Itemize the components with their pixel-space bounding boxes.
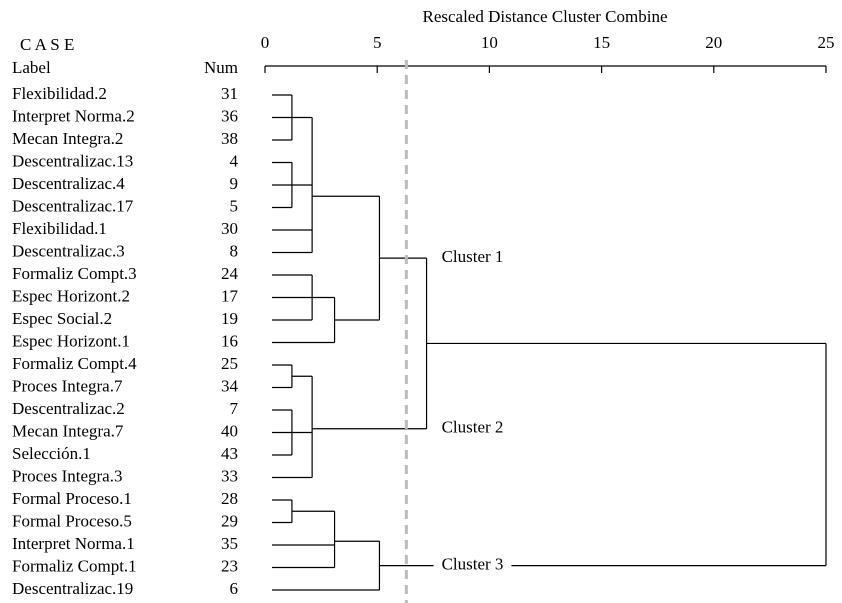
- case-num: 35: [221, 534, 238, 553]
- case-label: Interpret Norma.1: [12, 534, 135, 553]
- case-num: 7: [230, 399, 239, 418]
- case-label: Formaliz Compt.4: [12, 354, 137, 373]
- case-num: 9: [230, 174, 239, 193]
- case-num: 17: [221, 286, 239, 305]
- case-num: 6: [230, 579, 239, 598]
- x-tick-label: 5: [373, 33, 382, 52]
- case-num: 31: [221, 84, 238, 103]
- case-label: Formal Proceso.1: [12, 489, 132, 508]
- case-label: Interpret Norma.2: [12, 106, 135, 125]
- case-num: 19: [221, 309, 238, 328]
- case-label: Mecan Integra.7: [12, 421, 124, 440]
- case-label: Descentralizac.2: [12, 399, 125, 418]
- case-label: Flexibilidad.1: [12, 219, 107, 238]
- num-header: Num: [204, 58, 238, 77]
- case-label: Proces Integra.7: [12, 376, 123, 395]
- case-label: Descentralizac.13: [12, 151, 133, 170]
- case-label: Espec Social.2: [12, 309, 112, 328]
- case-label: Espec Horizont.1: [12, 331, 130, 350]
- case-label: Mecan Integra.2: [12, 129, 123, 148]
- x-tick-label: 15: [593, 33, 610, 52]
- cluster-label: Cluster 3: [442, 555, 504, 574]
- case-num: 23: [221, 556, 238, 575]
- x-tick-label: 10: [481, 33, 498, 52]
- case-num: 28: [221, 489, 238, 508]
- case-label: Descentralizac.3: [12, 241, 125, 260]
- x-tick-label: 25: [818, 33, 835, 52]
- label-background: [433, 417, 512, 440]
- case-label: Formal Proceso.5: [12, 511, 132, 530]
- case-num: 34: [221, 376, 239, 395]
- case-num: 38: [221, 129, 238, 148]
- x-tick-label: 0: [261, 33, 270, 52]
- case-label: Espec Horizont.2: [12, 286, 130, 305]
- case-num: 5: [230, 196, 239, 215]
- case-num: 25: [221, 354, 238, 373]
- case-label: Proces Integra.3: [12, 466, 122, 485]
- case-num: 36: [221, 106, 238, 125]
- case-label: Descentralizac.19: [12, 579, 133, 598]
- case-num: 40: [221, 421, 238, 440]
- case-label: Descentralizac.17: [12, 196, 134, 215]
- case-label: Formaliz Compt.3: [12, 264, 137, 283]
- cluster-label: Cluster 2: [442, 418, 504, 437]
- label-header: Label: [12, 58, 51, 77]
- x-tick-label: 20: [705, 33, 722, 52]
- axis-title: Rescaled Distance Cluster Combine: [422, 7, 667, 26]
- case-num: 24: [221, 264, 239, 283]
- case-label: Selección.1: [12, 444, 91, 463]
- case-label: Descentralizac.4: [12, 174, 125, 193]
- case-num: 33: [221, 466, 238, 485]
- case-header: C A S E: [20, 35, 74, 54]
- case-label: Flexibilidad.2: [12, 84, 107, 103]
- case-num: 30: [221, 219, 238, 238]
- label-background: [433, 554, 512, 577]
- case-num: 4: [230, 151, 239, 170]
- case-num: 29: [221, 511, 238, 530]
- label-background: [433, 247, 512, 270]
- case-num: 8: [230, 241, 239, 260]
- case-num: 16: [221, 331, 238, 350]
- case-label: Formaliz Compt.1: [12, 556, 137, 575]
- case-num: 43: [221, 444, 238, 463]
- cluster-label: Cluster 1: [442, 247, 504, 266]
